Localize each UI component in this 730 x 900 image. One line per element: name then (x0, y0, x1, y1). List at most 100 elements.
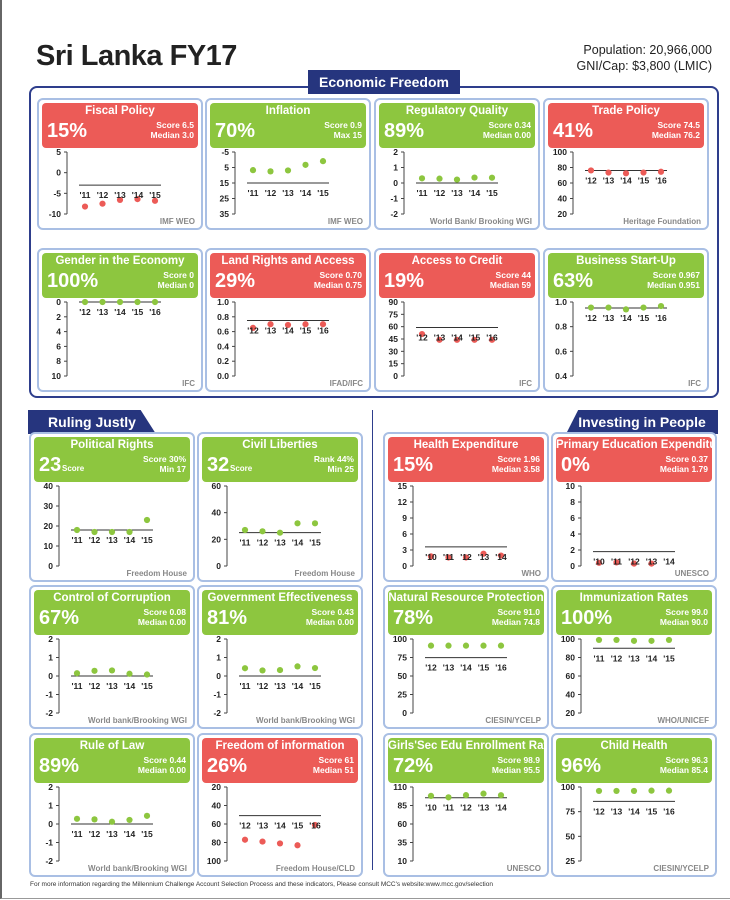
indicator-score-block: Score 96.3 Median 85.4 (660, 755, 708, 775)
y-tick-label: -5 (221, 147, 229, 157)
data-point (622, 170, 630, 177)
x-tick-label: '14 (663, 557, 675, 567)
indicator-median: Median 85.4 (659, 765, 708, 775)
x-tick-label: '16 (655, 175, 667, 185)
y-tick-label: 2 (393, 147, 398, 157)
data-point (91, 816, 98, 823)
data-point (445, 794, 452, 801)
y-tick-label: 0 (216, 561, 221, 571)
indicator-score: Score 99.0 (665, 607, 708, 617)
y-tick-label: 20 (558, 209, 568, 219)
indicator-chart: 0 2 4 6 8 10 '12 '13 '14 '15 '16 (52, 297, 161, 381)
y-tick-label: 0.4 (555, 371, 567, 381)
x-tick-label: '14 (274, 821, 286, 831)
indicator-source: WHO/UNICEF (657, 716, 709, 725)
y-tick-label: 0.6 (555, 346, 567, 356)
data-point (134, 298, 141, 306)
y-tick-label: 1 (393, 163, 398, 173)
data-point (241, 836, 249, 843)
indicator-card-fiscal-policy: Fiscal Policy 15% Score 6.5 Median 3.0 5 0 -5 -… (37, 98, 203, 230)
indicator-percentile: 41% (553, 120, 594, 142)
data-point (259, 667, 266, 674)
indicator-score: Score 98.9 (497, 755, 540, 765)
data-point (480, 642, 487, 649)
data-point (81, 298, 89, 306)
y-tick-label: 2 (216, 634, 221, 644)
ruling-justly-label: Ruling Justly (28, 410, 156, 434)
y-tick-label: 75 (398, 653, 408, 663)
x-tick-label: '14 (620, 175, 632, 185)
x-tick-label: '10 (593, 557, 605, 567)
data-point (73, 526, 81, 534)
indicator-header: Primary Education Expenditure 0% Score 0.3… (556, 437, 712, 482)
x-tick-label: '11 (71, 681, 82, 691)
indicator-header: Rule of Law 89% Score 0.44 Median 0.00 (34, 738, 190, 783)
indicator-score: Score 74.5 (657, 120, 700, 130)
x-tick-label: '15 (141, 535, 153, 545)
y-tick-label: 0 (56, 168, 61, 178)
y-tick-label: 30 (44, 501, 54, 511)
indicator-score-block: Score 91.0 Median 74.8 (492, 607, 540, 627)
indicator-percentile: 96% (561, 755, 602, 777)
y-tick-label: 5 (224, 163, 229, 173)
y-tick-label: 100 (561, 782, 575, 792)
indicator-source: IFC (519, 379, 532, 388)
indicator-name: Business Start-Up (576, 255, 676, 267)
indicator-card-freedom-of-information: Freedom of information 26% Score 61 Median … (197, 733, 363, 877)
x-tick-label: '12 (239, 821, 251, 831)
x-tick-label: '12 (585, 313, 597, 323)
x-tick-label: '15 (646, 806, 658, 816)
y-tick-label: 100 (207, 856, 221, 866)
indicator-card-primary-education-expenditure: Primary Education Expenditure 0% Score 0.3… (551, 432, 717, 582)
y-tick-label: 8 (56, 356, 61, 366)
y-tick-label: 0.2 (217, 356, 229, 366)
indicator-median: Median 3.58 (491, 464, 540, 474)
indicator-header: Child Health 96% Score 96.3 Median 85.4 (556, 738, 712, 783)
indicator-score: Score 0.70 (319, 270, 362, 280)
data-point (613, 636, 620, 644)
y-tick-label: -1 (390, 194, 398, 204)
indicator-header: Political Rights 23 Score Score 30% Min 17 (34, 437, 190, 482)
y-tick-label: -5 (53, 188, 61, 198)
indicator-score: Rank 44% (313, 454, 354, 464)
data-point (436, 336, 443, 343)
data-point (595, 559, 603, 566)
y-tick-label: 75 (389, 309, 399, 319)
x-tick-label: '12 (247, 326, 259, 336)
y-tick-label: 50 (566, 831, 576, 841)
y-tick-label: 60 (566, 671, 576, 681)
data-point (73, 670, 81, 677)
indicator-name: Natural Resource Protection (388, 592, 544, 604)
indicator-source: IMF WEO (159, 217, 195, 226)
indicator-score: Score 44 (495, 270, 531, 280)
indicator-card-business-start-up: Business Start-Up 63% Score 0.967 Median 0.… (543, 248, 709, 392)
y-tick-label: 0 (570, 561, 575, 571)
x-tick-label: '13 (265, 326, 277, 336)
indicator-header: Land Rights and Access 29% Score 0.70 Media… (210, 253, 366, 298)
x-tick-label: '13 (451, 188, 463, 198)
x-tick-label: '13 (106, 829, 118, 839)
indicator-header: Inflation 70% Score 0.9 Max 15 (210, 103, 366, 148)
indicator-card-inflation: Inflation 70% Score 0.9 Max 15 -5 5 15 25 35 '11 '… (205, 98, 371, 230)
y-tick-label: 60 (212, 819, 222, 829)
indicator-percentile: 89% (384, 120, 425, 142)
y-tick-label: 9 (402, 513, 407, 523)
data-point (151, 197, 159, 204)
indicator-card-child-health: Child Health 96% Score 96.3 Median 85.4 100 7… (551, 733, 717, 877)
indicator-card-political-rights: Political Rights 23 Score Score 30% Min 17 40… (29, 432, 195, 582)
indicator-card-civil-liberties: Civil Liberties 32 Score Rank 44% Min 25 60 40… (197, 432, 363, 582)
x-tick-label: '15 (317, 188, 329, 198)
data-point (91, 667, 98, 674)
indicator-name: Freedom of information (215, 740, 345, 752)
x-tick-label: '15 (486, 188, 498, 198)
y-tick-label: 0 (393, 371, 398, 381)
indicator-percentile: 0% (561, 454, 590, 476)
indicator-median: Median 0.00 (137, 765, 186, 775)
x-tick-label: '12 (265, 188, 277, 198)
x-tick-label: '11 (611, 557, 622, 567)
data-point (427, 553, 435, 560)
data-point (276, 529, 284, 536)
y-tick-label: 0.8 (217, 312, 229, 322)
x-tick-label: '11 (71, 535, 82, 545)
data-point (116, 298, 124, 306)
